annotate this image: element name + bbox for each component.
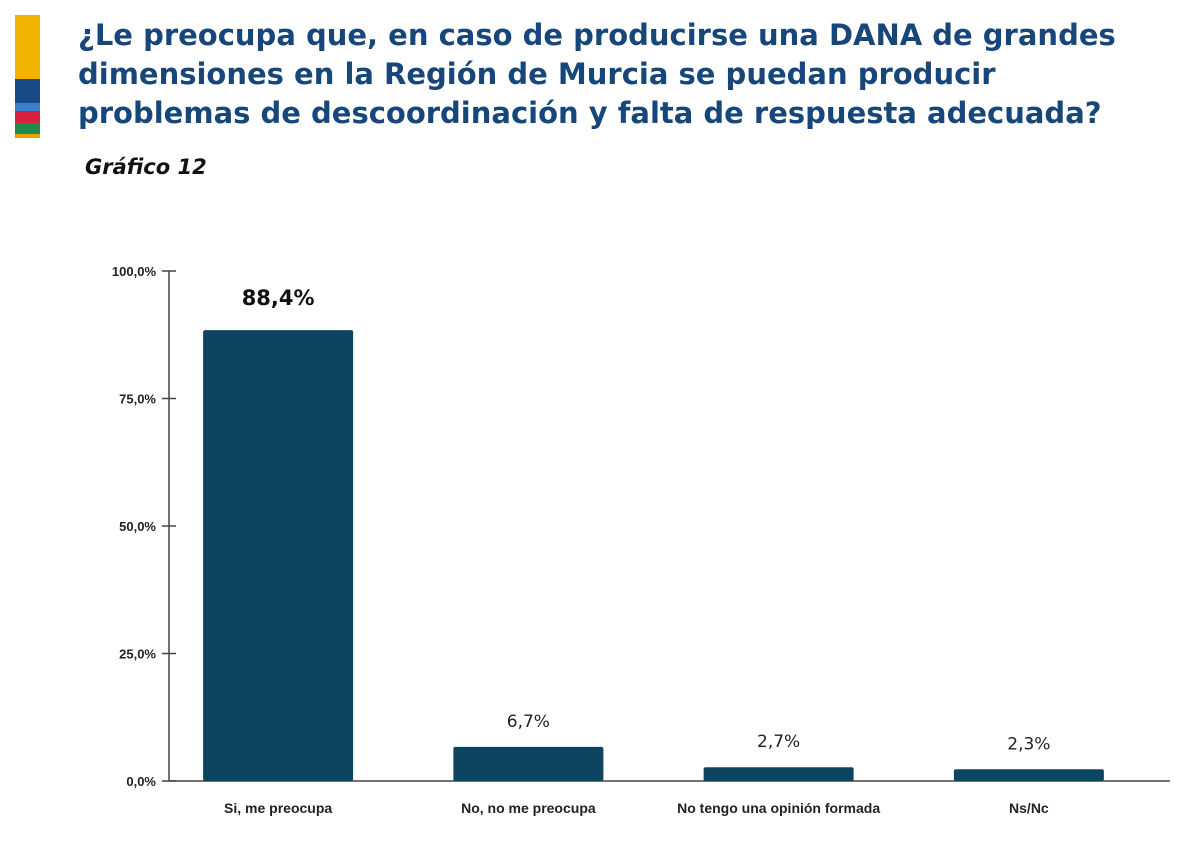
bar xyxy=(453,746,604,781)
data-label: 6,7% xyxy=(507,712,550,732)
y-tick-label: 75,0% xyxy=(119,392,156,407)
y-tick-label: 25,0% xyxy=(119,647,156,662)
y-tick-label: 0,0% xyxy=(126,774,156,789)
bar xyxy=(203,330,354,781)
data-label: 2,7% xyxy=(757,732,800,752)
x-category-label: No, no me preocupa xyxy=(461,800,596,816)
data-label: 2,3% xyxy=(1007,734,1050,754)
y-tick-label: 100,0% xyxy=(112,264,157,279)
x-category-label: Ns/Nc xyxy=(1009,800,1049,816)
data-label: 88,4% xyxy=(242,286,315,310)
bar xyxy=(703,767,854,781)
bar xyxy=(953,769,1104,781)
y-tick-label: 50,0% xyxy=(119,519,156,534)
chart-title: ¿Le preocupa que, en caso de producirse … xyxy=(78,18,1116,130)
x-category-label: Si, me preocupa xyxy=(224,800,332,816)
logo-color-bar xyxy=(15,15,40,138)
chart-subtitle: Gráfico 12 xyxy=(85,155,207,179)
x-category-label: No tengo una opinión formada xyxy=(677,800,880,816)
